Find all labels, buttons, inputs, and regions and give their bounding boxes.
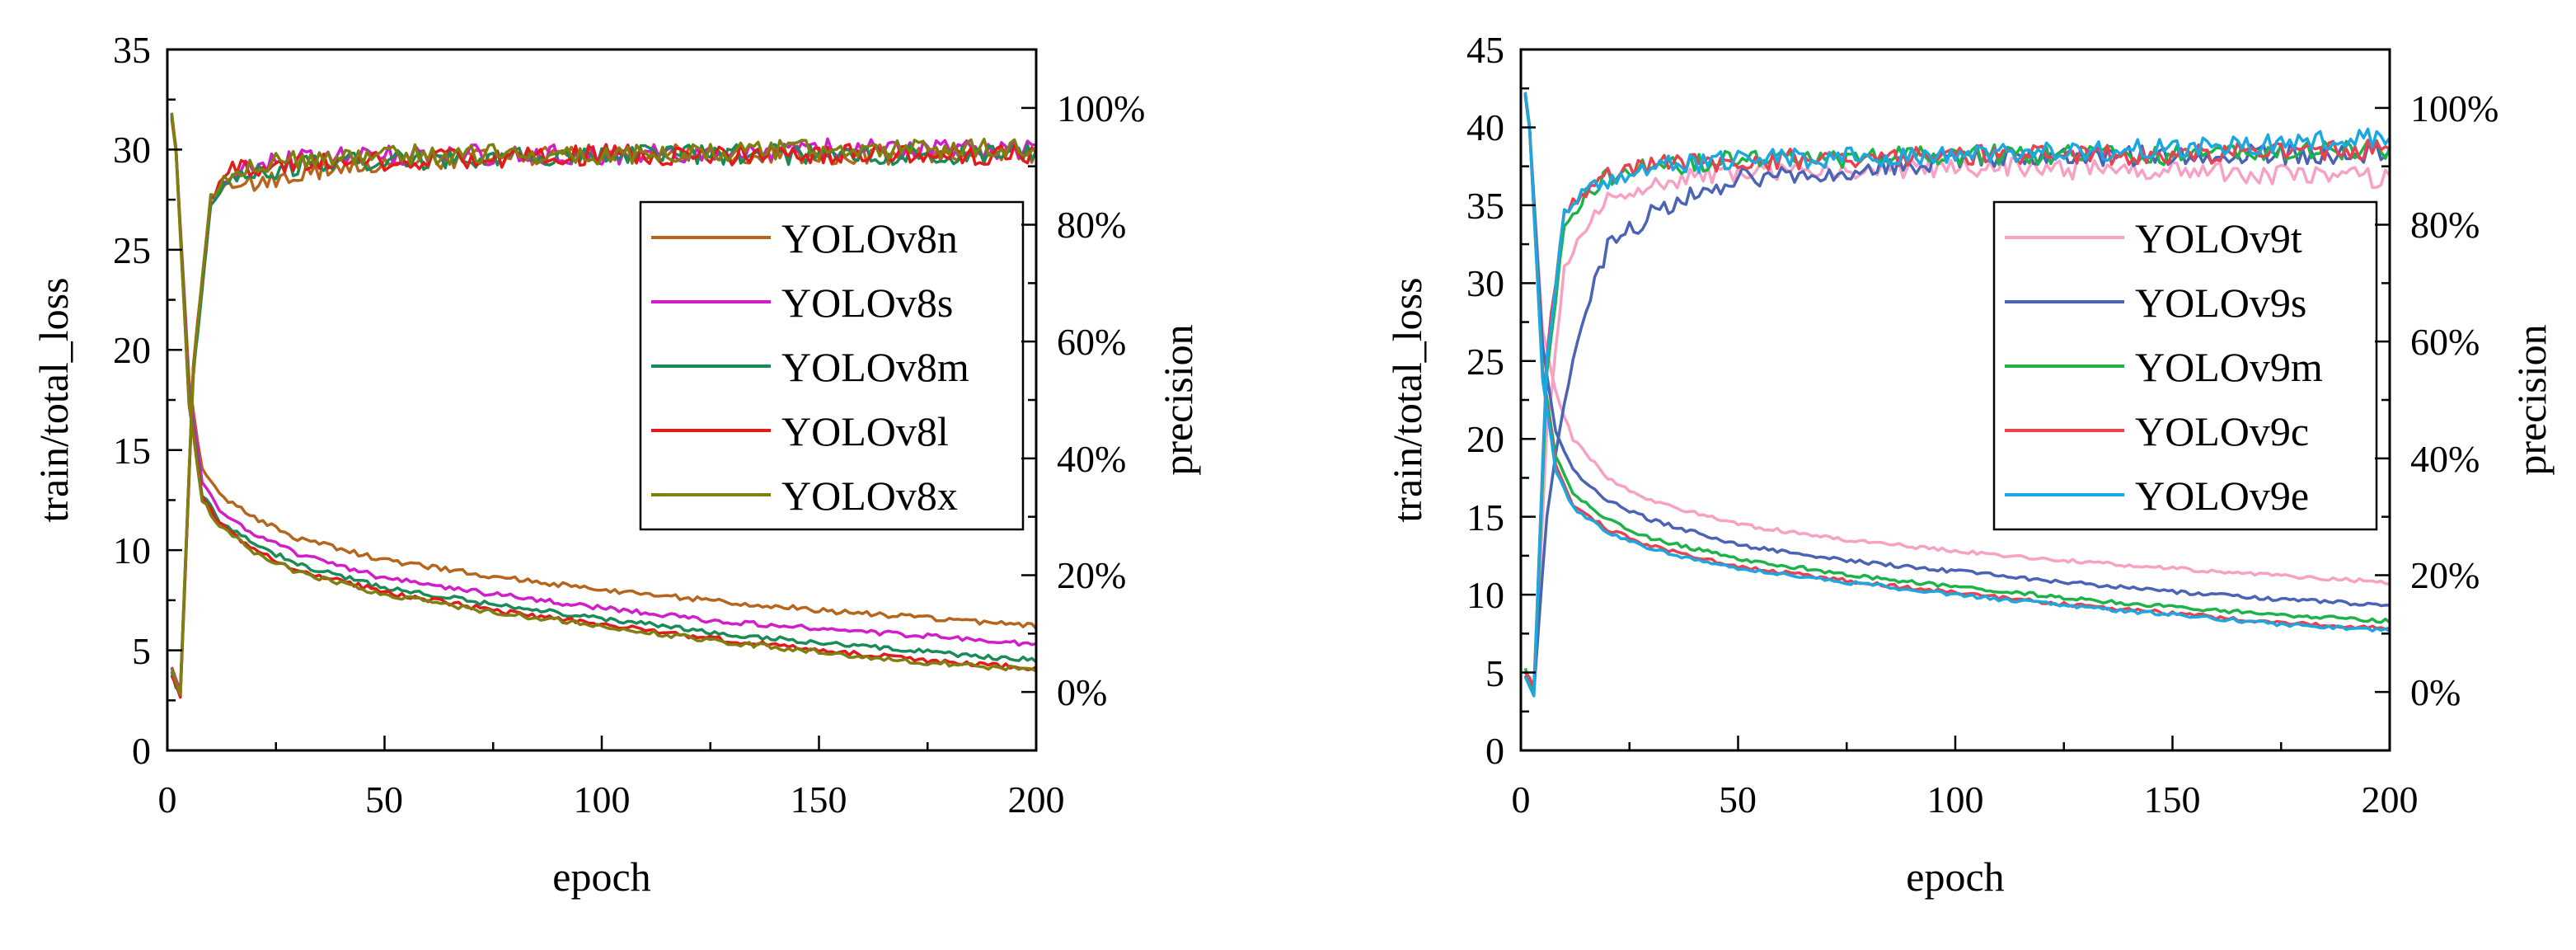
x-tick-label: 0	[158, 778, 177, 821]
precision-line-yolov9e	[1523, 127, 2391, 698]
x-tick-label: 150	[791, 778, 847, 821]
legend-item: YOLOv8n	[651, 215, 958, 261]
y2-tick-label: 100%	[1057, 87, 1145, 129]
y2-tick-label: 80%	[2410, 204, 2480, 246]
x-tick-label: 0	[1512, 778, 1531, 821]
legend-item: YOLOv9c	[2005, 408, 2309, 454]
y2-tick-label: 0%	[1057, 671, 1107, 713]
y-tick-label: 45	[1466, 29, 1504, 71]
loss-line-yolov9m	[1523, 93, 2391, 624]
y-axis-title: train/total_loss	[1384, 277, 1430, 522]
loss-line-yolov9e	[1523, 92, 2391, 633]
y-tick-label: 35	[1466, 185, 1504, 227]
legend-label: YOLOv9t	[2135, 215, 2302, 261]
y-tick-label: 5	[132, 630, 151, 672]
y-tick-label: 35	[113, 29, 151, 71]
x-tick-label: 50	[1719, 778, 1757, 821]
legend-item: YOLOv8l	[651, 408, 949, 454]
legend-label: YOLOv9e	[2135, 473, 2309, 519]
y-tick-label: 25	[113, 229, 151, 271]
y-tick-label: 10	[113, 529, 151, 571]
legend-item: YOLOv9s	[2005, 280, 2306, 326]
y2-axis-title: precision	[2508, 324, 2555, 475]
y-tick-label: 15	[113, 430, 151, 472]
y-tick-label: 20	[113, 329, 151, 371]
y-tick-label: 5	[1485, 652, 1504, 694]
y2-tick-label: 0%	[2410, 671, 2461, 713]
x-axis-title: epoch	[552, 854, 650, 900]
legend-label: YOLOv8m	[781, 344, 969, 390]
loss-line-yolov8m	[170, 114, 1038, 664]
legend-label: YOLOv9m	[2135, 344, 2323, 390]
y-tick-label: 30	[113, 129, 151, 171]
y-axis-title: train/total_loss	[30, 277, 77, 522]
x-tick-label: 200	[2362, 778, 2419, 821]
y-tick-label: 15	[1466, 496, 1504, 538]
series-layer	[170, 112, 1038, 699]
y2-axis-title: precision	[1155, 324, 1201, 475]
y-tick-label: 20	[1466, 418, 1504, 460]
loss-line-yolov9t	[1523, 96, 2391, 586]
x-tick-label: 50	[365, 778, 403, 821]
y-tick-label: 10	[1466, 574, 1504, 616]
legend-label: YOLOv8n	[781, 215, 958, 261]
legend-item: YOLOv8m	[651, 344, 969, 390]
legend-item: YOLOv8x	[651, 473, 958, 519]
x-axis-title: epoch	[1906, 854, 2004, 900]
y-tick-label: 25	[1466, 341, 1504, 383]
y2-tick-label: 80%	[1057, 204, 1126, 246]
series-layer	[1523, 92, 2391, 698]
y2-tick-label: 40%	[1057, 438, 1126, 480]
legend-item: YOLOv9t	[2005, 215, 2302, 261]
loss-line-yolov8s	[170, 116, 1037, 647]
legend-label: YOLOv8x	[781, 473, 958, 519]
precision-line-yolov9c	[1523, 139, 2391, 689]
y-tick-label: 30	[1466, 262, 1504, 304]
legend-item: YOLOv9e	[2005, 473, 2309, 519]
chart-yolov8: 0 5 10 15 20 25 30 35 0% 20% 40% 60% 80%…	[30, 29, 1201, 900]
y2-tick-label: 60%	[2410, 321, 2480, 363]
loss-line-yolov9s	[1523, 95, 2390, 608]
loss-line-yolov8l	[170, 113, 1037, 672]
x-tick-label: 100	[1927, 778, 1984, 821]
chart-yolov9: 0 5 10 15 20 25 30 35 40 45 0% 20% 40% 6…	[1384, 29, 2555, 900]
precision-line-yolov8x	[170, 137, 1038, 696]
y2-tick-label: 100%	[2410, 87, 2499, 129]
legend: YOLOv8n YOLOv8s YOLOv8m YOLOv8l YOLOv8x	[639, 200, 1025, 531]
loss-line-yolov8x	[170, 112, 1037, 673]
y2-tick-label: 60%	[1057, 321, 1126, 363]
x-tick-label: 200	[1008, 778, 1065, 821]
x-tick-label: 150	[2144, 778, 2201, 821]
y2-tick-label: 20%	[2410, 554, 2480, 596]
legend-item: YOLOv8s	[651, 280, 953, 326]
y-tick-label: 40	[1466, 106, 1504, 148]
precision-line-yolov9t	[1523, 156, 2391, 697]
legend-label: YOLOv8l	[781, 408, 949, 454]
loss-line-yolov8n	[170, 118, 1038, 630]
legend-label: YOLOv9s	[2135, 280, 2306, 326]
x-tick-label: 100	[574, 778, 631, 821]
legend-item: YOLOv9m	[2005, 344, 2323, 390]
legend: YOLOv9t YOLOv9s YOLOv9m YOLOv9c YOLOv9e	[1992, 200, 2378, 531]
legend-label: YOLOv9c	[2135, 408, 2309, 454]
legend-label: YOLOv8s	[781, 280, 953, 326]
y2-tick-label: 40%	[2410, 438, 2480, 480]
y2-tick-label: 20%	[1057, 554, 1126, 596]
y-tick-label: 0	[132, 730, 151, 772]
y-tick-label: 0	[1485, 730, 1504, 772]
